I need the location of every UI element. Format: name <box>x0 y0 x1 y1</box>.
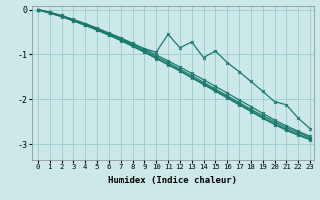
X-axis label: Humidex (Indice chaleur): Humidex (Indice chaleur) <box>108 176 237 185</box>
